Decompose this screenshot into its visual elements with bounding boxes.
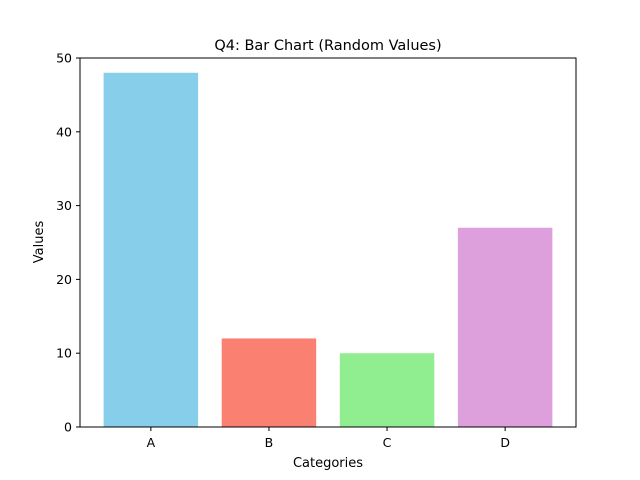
plot-frame bbox=[79, 57, 577, 428]
x-tick-label: A bbox=[147, 435, 156, 450]
y-axis-label: Values bbox=[32, 221, 47, 264]
y-tick-label: 10 bbox=[56, 346, 72, 361]
y-tick-label: 0 bbox=[64, 420, 72, 435]
chart-title: Q4: Bar Chart (Random Values) bbox=[214, 38, 441, 54]
y-tick-label: 20 bbox=[56, 272, 72, 287]
x-tick-label: C bbox=[383, 435, 392, 450]
y-tick-label: 50 bbox=[56, 51, 72, 66]
bar-a bbox=[103, 72, 199, 427]
x-tick-label: B bbox=[265, 435, 274, 450]
y-tick-label: 30 bbox=[56, 198, 72, 213]
bar-d bbox=[457, 227, 553, 427]
x-tick-label: D bbox=[500, 435, 510, 450]
y-tick-label: 40 bbox=[56, 124, 72, 139]
bar-b bbox=[221, 338, 317, 427]
bar-c bbox=[339, 353, 435, 427]
ticks-layer: A B C D 0 10 20 30 40 50 bbox=[56, 51, 510, 451]
x-axis-label: Categories bbox=[293, 456, 363, 471]
bars-layer bbox=[103, 72, 553, 427]
